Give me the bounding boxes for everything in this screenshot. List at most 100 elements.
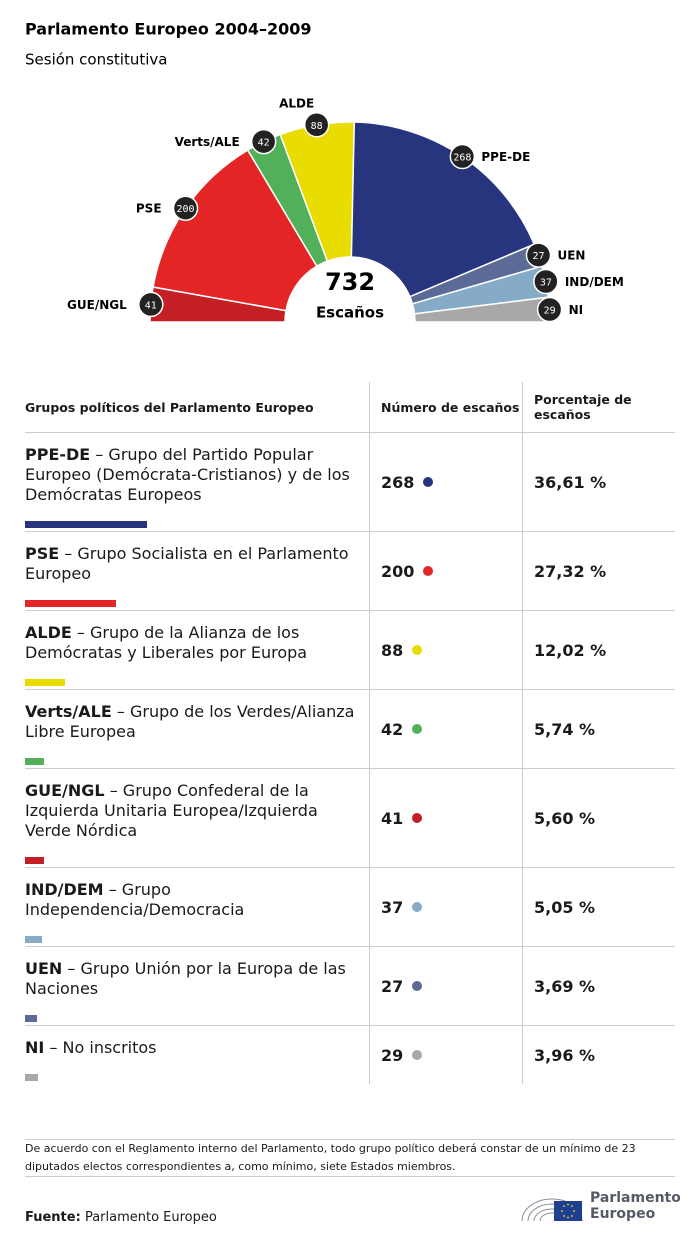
percent-cell: 27,32 % <box>522 532 675 610</box>
category-label: UEN <box>557 249 585 263</box>
value-label: 37 <box>540 278 552 289</box>
parliament-arc <box>149 121 551 323</box>
chart-subtitle: Sesión constitutiva <box>25 51 168 69</box>
value-badge <box>303 112 330 138</box>
seats-value: 37 <box>381 897 404 917</box>
seat-bar <box>25 521 147 528</box>
value-badge <box>172 195 199 221</box>
seats-value: 268 <box>381 472 415 492</box>
group-text: PPE-DE – Grupo del Partido Popular Europ… <box>25 445 359 505</box>
group-cell: PPE-DE – Grupo del Partido Popular Europ… <box>25 433 369 531</box>
table-row: ALDE – Grupo de la Alianza de los Demócr… <box>25 611 675 690</box>
percent-value: 27,32 % <box>534 561 607 581</box>
group-desc: – Grupo Confederal de la Izquierda Unita… <box>25 781 318 840</box>
group-cell: UEN – Grupo Unión por la Europa de las N… <box>25 947 369 1025</box>
value-badge <box>533 268 559 295</box>
seats-cell: 27 <box>369 947 522 1025</box>
percent-value: 3,69 % <box>534 976 596 996</box>
percent-cell: 5,05 % <box>522 868 675 946</box>
category-label: NI <box>569 303 584 317</box>
value-label: 41 <box>145 300 157 311</box>
group-cell: Verts/ALE – Grupo de los Verdes/Alianza … <box>25 690 369 768</box>
category-label: PPE-DE <box>481 150 530 164</box>
group-abbr: PPE-DE <box>25 445 91 464</box>
group-desc: – Grupo Unión por la Europa de las Nacio… <box>25 959 346 998</box>
groups-table: Grupos políticos del Parlamento Europeo … <box>25 382 675 1084</box>
group-abbr: PSE <box>25 544 60 563</box>
group-text: UEN – Grupo Unión por la Europa de las N… <box>25 959 359 999</box>
category-label: GUE/NGL <box>67 298 127 312</box>
seat-bar <box>25 936 42 943</box>
table-row: PSE – Grupo Socialista en el Parlamento … <box>25 532 675 611</box>
group-text: IND/DEM – Grupo Independencia/Democracia <box>25 880 359 920</box>
arc-segment <box>152 149 318 312</box>
color-dot <box>412 724 423 734</box>
table-row: UEN – Grupo Unión por la Europa de las N… <box>25 947 675 1026</box>
seats-cell: 42 <box>369 690 522 768</box>
percent-value: 5,60 % <box>534 808 596 828</box>
footnote: De acuerdo con el Reglamento interno del… <box>25 1139 675 1177</box>
value-label: 42 <box>258 138 270 149</box>
percent-cell: 5,60 % <box>522 769 675 867</box>
color-dot <box>412 813 423 823</box>
seats-cell: 268 <box>369 433 522 531</box>
color-dot <box>412 902 423 912</box>
color-dot <box>412 981 423 991</box>
group-text: GUE/NGL – Grupo Confederal de la Izquier… <box>25 781 359 841</box>
value-label: 200 <box>176 204 194 215</box>
group-abbr: Verts/ALE <box>25 702 112 721</box>
percent-value: 5,74 % <box>534 719 596 739</box>
group-abbr: UEN <box>25 959 63 978</box>
seats-cell: 88 <box>369 611 522 689</box>
header-cell: Grupos políticos del Parlamento Europeo <box>25 399 314 415</box>
group-cell: GUE/NGL – Grupo Confederal de la Izquier… <box>25 769 369 867</box>
group-desc: – Grupo de la Alianza de los Demócratas … <box>25 623 308 662</box>
group-abbr: IND/DEM <box>25 880 104 899</box>
percent-cell: 12,02 % <box>522 611 675 689</box>
group-cell: ALDE – Grupo de la Alianza de los Demócr… <box>25 611 369 689</box>
source-label: Fuente: <box>25 1210 81 1225</box>
percent-value: 36,61 % <box>534 472 607 492</box>
percent-value: 5,05 % <box>534 897 596 917</box>
group-desc: – Grupo Socialista en el Parlamento Euro… <box>25 544 349 583</box>
table-body: PPE-DE – Grupo del Partido Popular Europ… <box>25 433 675 1084</box>
value-label: 27 <box>532 251 544 262</box>
logo: Parlamento Europeo <box>521 1190 680 1222</box>
seats-cell: 200 <box>369 532 522 610</box>
seat-bar <box>25 679 66 686</box>
group-text: ALDE – Grupo de la Alianza de los Demócr… <box>25 623 359 663</box>
seats-value: 29 <box>381 1045 404 1065</box>
group-text: Verts/ALE – Grupo de los Verdes/Alianza … <box>25 702 359 742</box>
percent-cell: 3,96 % <box>522 1026 675 1084</box>
seat-bar <box>25 1074 39 1081</box>
color-dot <box>423 566 434 576</box>
value-label: 29 <box>544 306 556 317</box>
seat-bar <box>25 758 45 765</box>
percent-cell: 3,69 % <box>522 947 675 1025</box>
seats-value: 27 <box>381 976 404 996</box>
seat-bar <box>25 857 44 864</box>
group-cell: NI – No inscritos <box>25 1026 369 1084</box>
group-desc: – Grupo de los Verdes/Alianza Libre Euro… <box>25 702 355 741</box>
seats-value: 88 <box>381 640 404 660</box>
seats-cell: 37 <box>369 868 522 946</box>
group-abbr: ALDE <box>25 623 72 642</box>
seats-value: 200 <box>381 561 415 581</box>
group-text: NI – No inscritos <box>25 1038 359 1058</box>
chart: Parlamento Europeo 2004–2009 Sesión cons… <box>25 20 624 323</box>
value-badge <box>250 128 277 155</box>
header-cell: Porcentaje de escaños <box>522 382 675 432</box>
color-dot <box>412 645 423 655</box>
logo-text: Parlamento Europeo <box>590 1190 680 1222</box>
value-badge <box>138 291 164 318</box>
percent-cell: 36,61 % <box>522 433 675 531</box>
seat-bar <box>25 600 116 607</box>
header-cell: Número de escaños <box>369 382 522 432</box>
group-text: PSE – Grupo Socialista en el Parlamento … <box>25 544 359 584</box>
table-row: GUE/NGL – Grupo Confederal de la Izquier… <box>25 769 675 868</box>
group-abbr: GUE/NGL <box>25 781 105 800</box>
category-label: ALDE <box>279 96 314 110</box>
group-cell: PSE – Grupo Socialista en el Parlamento … <box>25 532 369 610</box>
category-label: Verts/ALE <box>175 135 240 149</box>
